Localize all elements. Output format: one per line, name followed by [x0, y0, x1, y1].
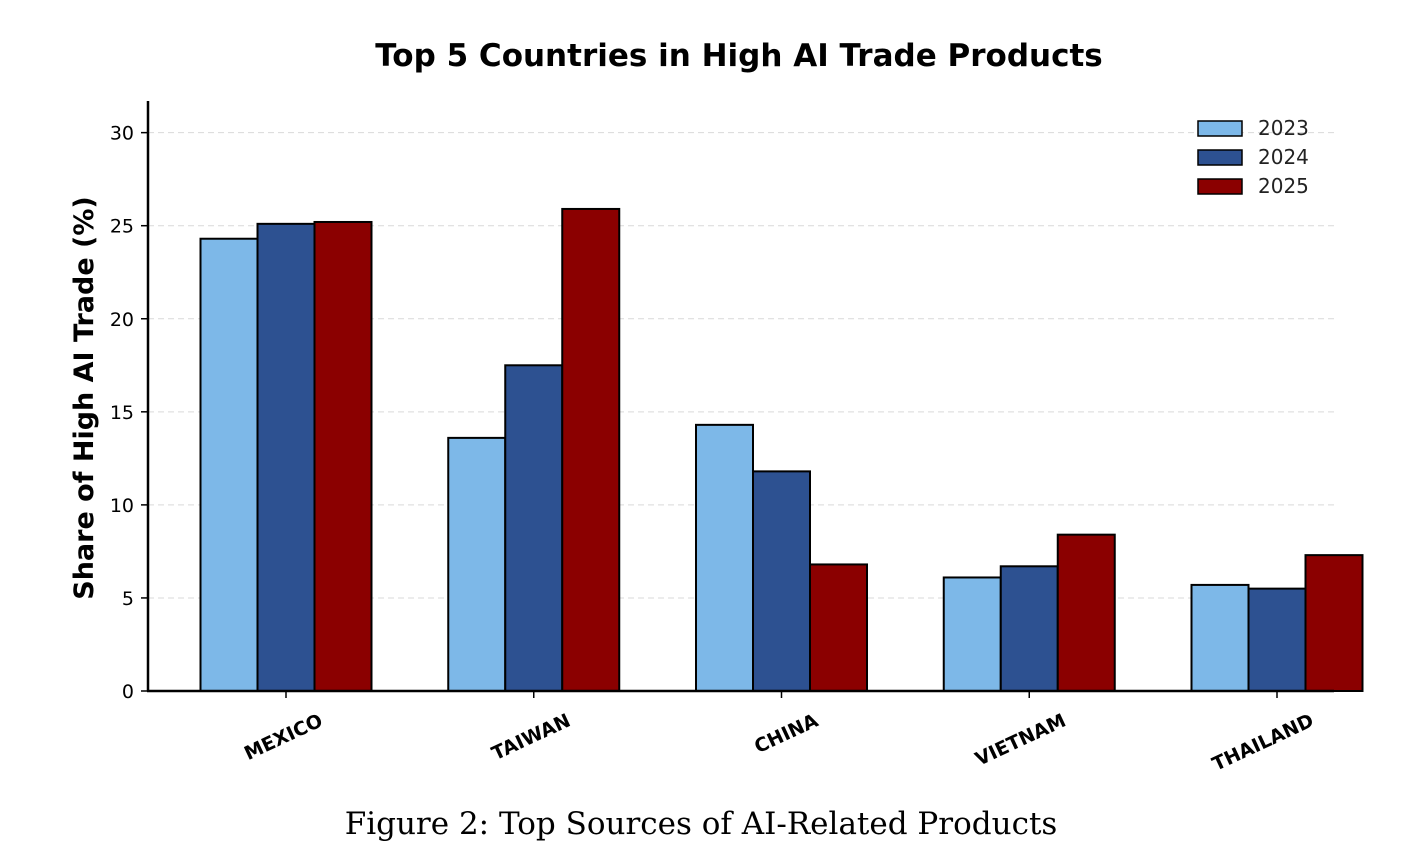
y-tick-label: 0: [122, 681, 134, 703]
bar-taiwan-2023: [447, 436, 507, 693]
y-tick-label: 15: [110, 402, 134, 424]
y-axis-label: Share of High AI Trade (%): [69, 196, 100, 600]
bar-taiwan-2025: [561, 207, 621, 692]
bar-china-2023: [695, 423, 754, 692]
figure-caption: Figure 2: Top Sources of AI-Related Prod…: [344, 806, 1058, 842]
bar-vietnam-2023: [942, 576, 1002, 692]
legend: 2023 2024 2025: [1197, 116, 1309, 198]
x-tick-label: MEXICO: [241, 710, 326, 765]
legend-swatch-2024: [1197, 149, 1243, 166]
x-tick-label: CHINA: [751, 709, 822, 758]
legend-label: 2023: [1258, 116, 1309, 140]
x-ticks: MEXICO TAIWAN CHINA VIETNAM THAILAND: [241, 691, 1317, 776]
bars: [199, 207, 1364, 693]
legend-label: 2024: [1258, 145, 1309, 169]
bar-mexico-2024: [256, 222, 316, 692]
x-tick-label: TAIWAN: [488, 710, 573, 765]
bar-taiwan-2024: [504, 364, 564, 692]
bar-chart: Top 5 Countries in High AI Trade Product…: [69, 38, 1364, 776]
x-tick-label: VIETNAM: [972, 710, 1069, 771]
bar-thailand-2024: [1247, 587, 1307, 693]
bar-vietnam-2024: [999, 565, 1059, 692]
bar-mexico-2025: [313, 220, 373, 693]
y-ticks: 0 5 10 15 20 25 30: [110, 123, 148, 703]
legend-swatch-2023: [1197, 120, 1243, 137]
chart-title: Top 5 Countries in High AI Trade Product…: [375, 38, 1102, 74]
bar-mexico-2023: [199, 237, 259, 693]
legend-swatch-2025: [1197, 178, 1243, 195]
bar-thailand-2023: [1190, 583, 1250, 693]
y-tick-label: 25: [110, 216, 134, 238]
bar-thailand-2025: [1304, 554, 1364, 693]
bar-china-2025: [809, 563, 868, 692]
y-tick-label: 20: [110, 309, 134, 331]
y-tick-label: 10: [110, 495, 134, 517]
y-tick-label: 5: [122, 588, 134, 610]
legend-label: 2025: [1258, 174, 1309, 198]
bar-vietnam-2025: [1056, 533, 1116, 692]
bar-china-2024: [752, 470, 811, 692]
x-tick-label: THAILAND: [1209, 710, 1317, 776]
y-tick-label: 30: [110, 123, 134, 145]
